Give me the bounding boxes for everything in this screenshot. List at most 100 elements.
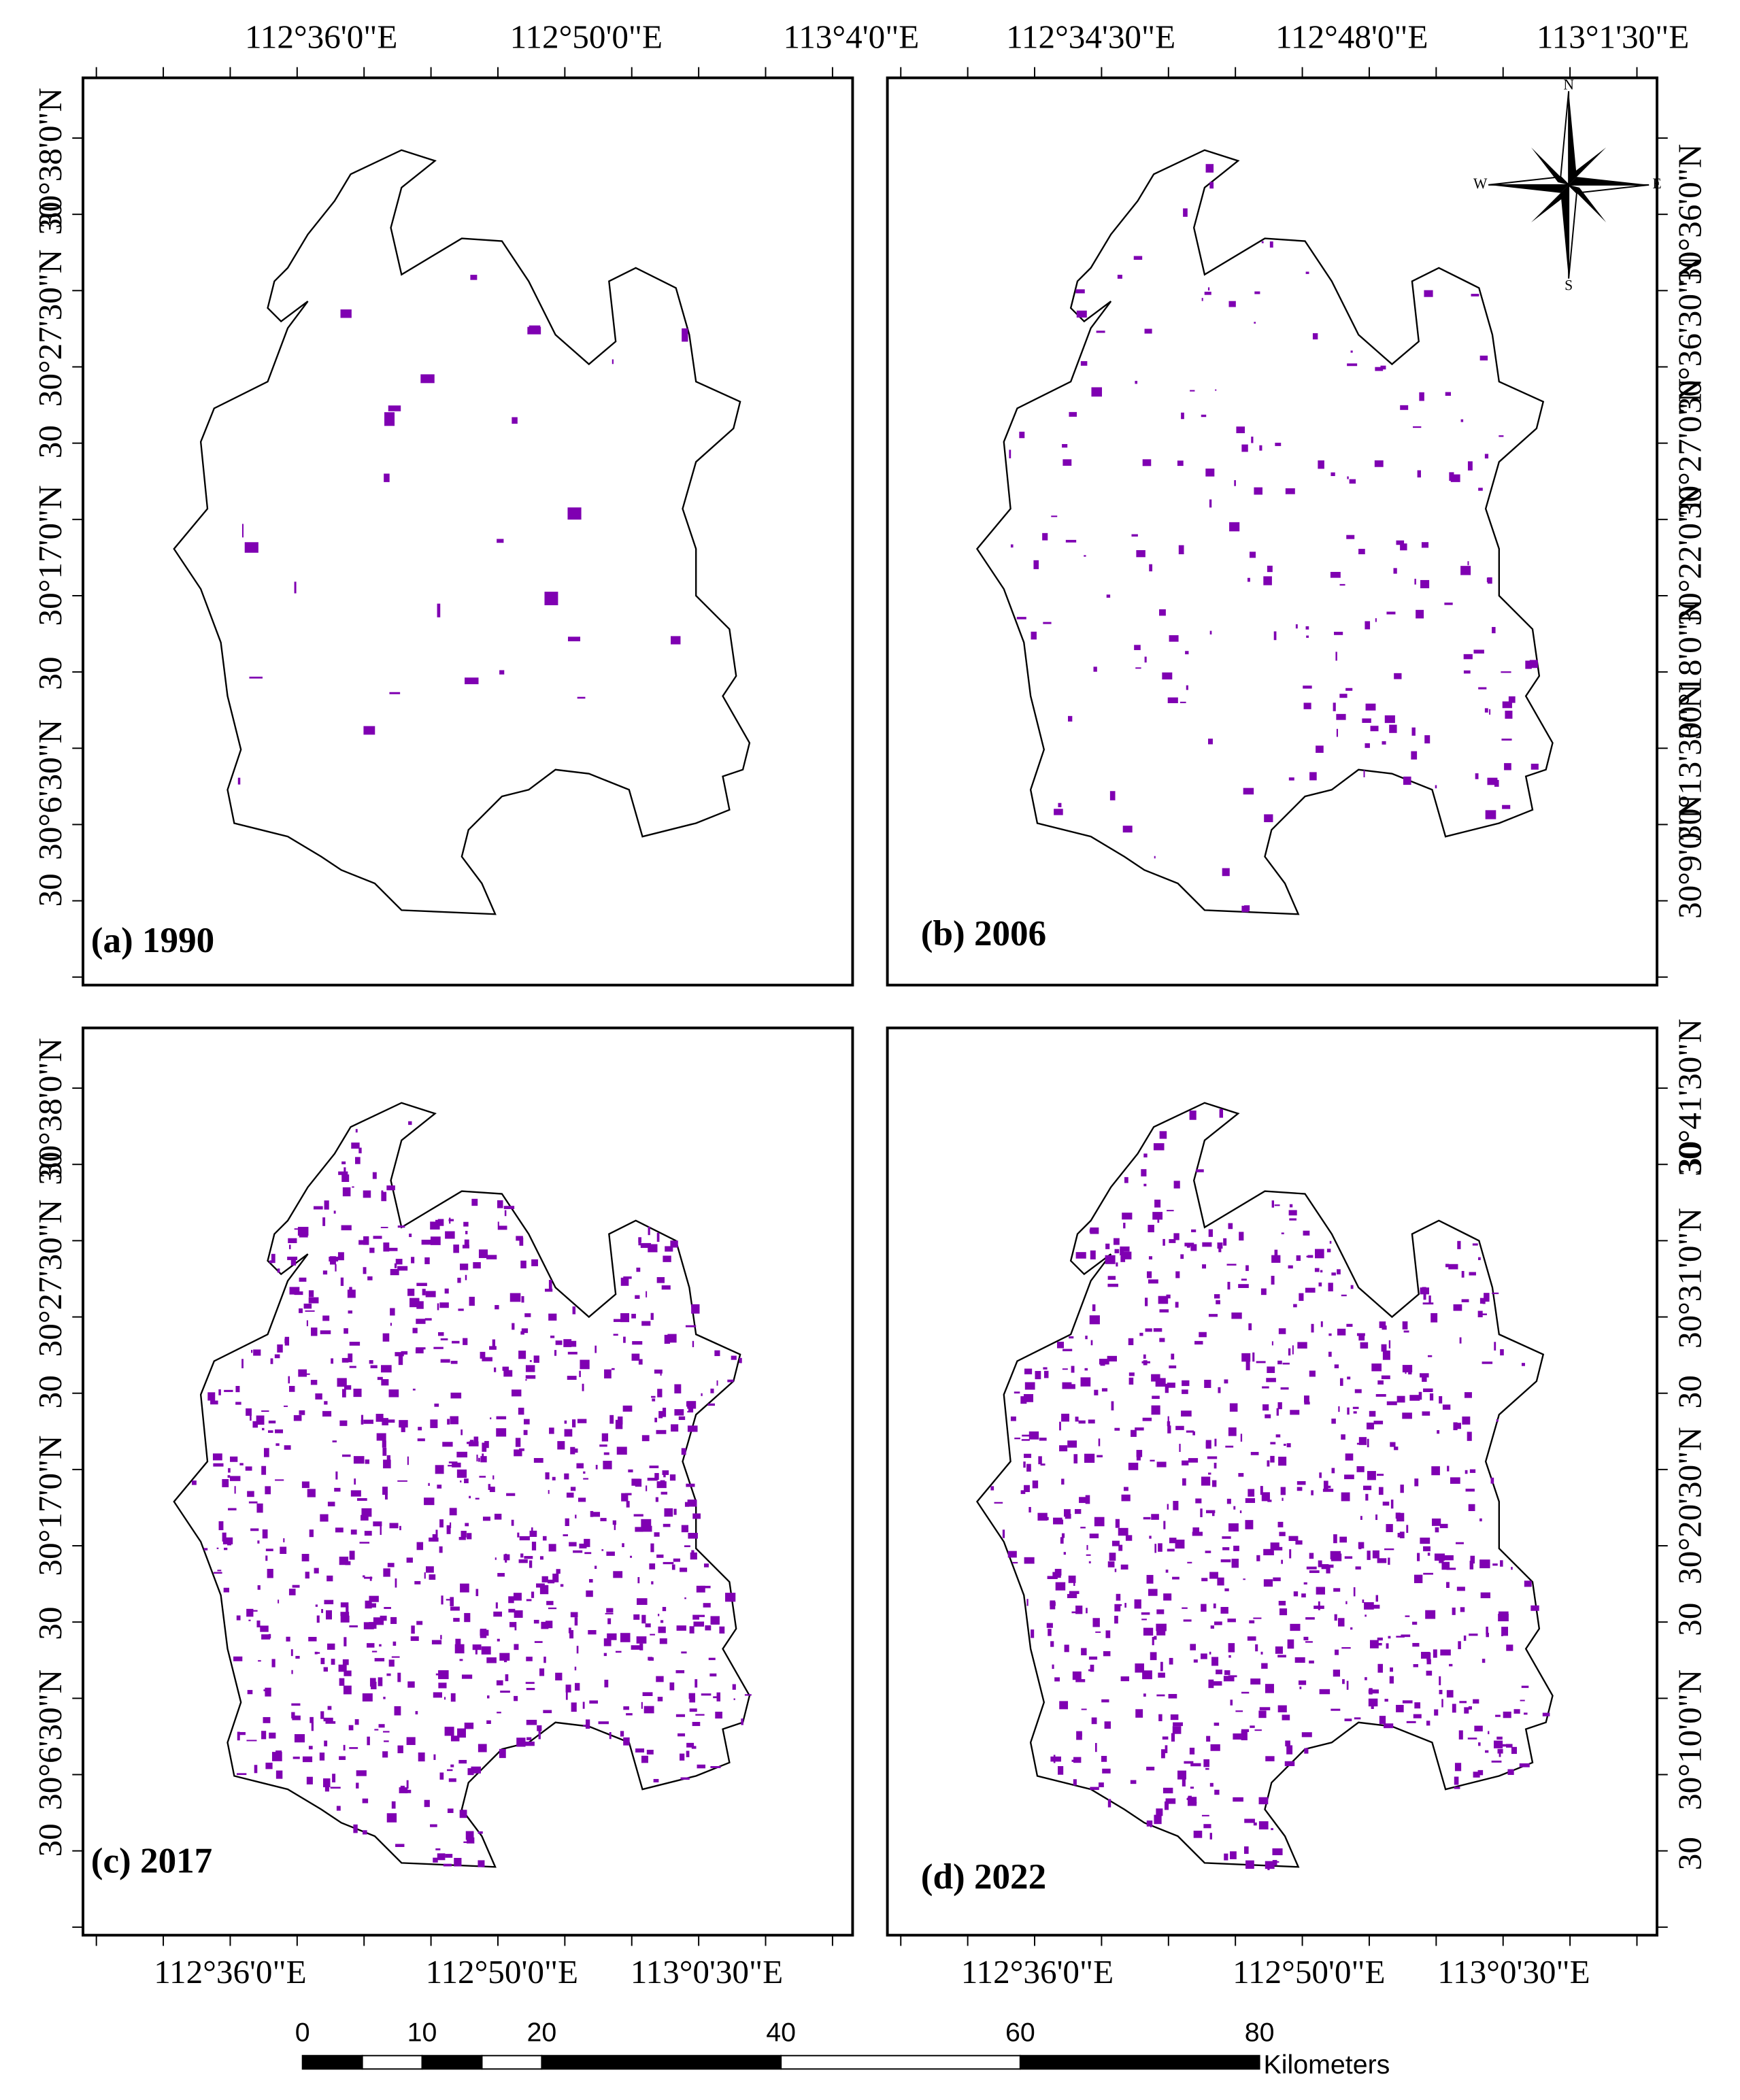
built-up-patch (1047, 1576, 1058, 1579)
built-up-patch (710, 1388, 714, 1393)
built-up-patch (1061, 1478, 1065, 1485)
built-up-patch (371, 1650, 378, 1653)
built-up-patch (1254, 487, 1262, 495)
built-up-patch (518, 1351, 526, 1359)
built-up-patch (494, 1513, 502, 1520)
built-up-patch (1381, 1344, 1387, 1352)
built-up-patch (248, 1619, 251, 1621)
built-up-patch (1420, 1373, 1429, 1378)
built-up-patch (1058, 1766, 1064, 1775)
built-up-patch (1277, 1521, 1284, 1527)
built-up-patch (1167, 1548, 1175, 1552)
built-up-patch (1120, 1564, 1128, 1570)
built-up-patch (526, 1719, 537, 1725)
built-up-patch (460, 1583, 469, 1593)
built-up-patch (469, 1296, 475, 1306)
built-up-patch (1010, 1416, 1016, 1421)
built-up-patch (284, 1445, 291, 1450)
built-up-patch (660, 1373, 662, 1376)
built-up-patch (1211, 1657, 1219, 1666)
built-up-patch (248, 1501, 258, 1504)
latitude-label: 30 (31, 1375, 69, 1408)
built-up-patch (325, 1721, 336, 1724)
built-up-patch (1370, 726, 1379, 732)
built-up-patch (1267, 1460, 1270, 1467)
latitude-label: 30 (31, 201, 69, 235)
built-up-patch (1228, 1643, 1235, 1653)
built-up-patch (648, 1226, 650, 1236)
built-up-patch (1446, 1568, 1456, 1570)
built-up-patch (1143, 1153, 1148, 1157)
built-up-patch (224, 1547, 228, 1551)
built-up-patch (692, 1722, 701, 1727)
built-up-patch (1118, 1527, 1128, 1536)
built-up-patch (291, 1670, 293, 1674)
built-up-patch (715, 1712, 722, 1719)
built-up-patch (1107, 1283, 1118, 1287)
built-up-patch (1059, 1445, 1068, 1452)
built-up-patch (210, 1400, 218, 1405)
built-up-patch (663, 1255, 671, 1262)
built-up-patch (1074, 1509, 1082, 1514)
built-up-patch (1228, 1223, 1233, 1230)
built-up-patch (520, 1260, 526, 1269)
built-up-patch (1235, 1710, 1243, 1712)
built-up-patch (1068, 1575, 1076, 1583)
built-up-patch (469, 1440, 474, 1442)
built-up-patch (475, 1497, 480, 1500)
built-up-patch (1158, 1295, 1169, 1304)
built-up-patch (1201, 414, 1207, 418)
built-up-patch (1084, 1453, 1095, 1463)
built-up-patch (294, 581, 297, 594)
built-up-patch (599, 1444, 607, 1447)
built-up-patch (1072, 1671, 1082, 1680)
built-up-patch (1492, 626, 1496, 634)
built-up-patch (1371, 1363, 1382, 1372)
built-up-patch (263, 1448, 269, 1457)
built-up-patch (480, 1629, 489, 1636)
built-up-patch (1400, 405, 1409, 410)
scale-label: 20 (527, 2018, 557, 2048)
built-up-patch (284, 1405, 288, 1407)
built-up-patch (1354, 1717, 1361, 1720)
built-up-patch (1201, 1814, 1209, 1816)
west-label: W (1473, 175, 1488, 192)
built-up-patch (1031, 631, 1037, 640)
scale-segment (361, 2054, 423, 2070)
latitude-label: 30°10'0"N (1671, 1670, 1708, 1810)
built-up-patch (324, 1784, 329, 1792)
built-up-patch (1413, 1714, 1422, 1718)
built-up-patch (467, 1533, 472, 1540)
built-up-patch (705, 1625, 712, 1631)
built-up-patch (499, 1225, 507, 1230)
built-up-patch (502, 1366, 509, 1371)
built-up-patch (388, 1389, 399, 1398)
built-up-patch (695, 1714, 705, 1716)
built-up-patch (616, 1446, 627, 1455)
built-up-patch (380, 1227, 388, 1229)
built-up-patch (620, 1313, 630, 1323)
north-arrow: N S E W (1473, 76, 1662, 293)
built-up-patch (1141, 1619, 1147, 1621)
built-up-patch (351, 1142, 360, 1149)
built-up-patch (1106, 594, 1111, 598)
built-up-patch (692, 1614, 699, 1620)
built-up-patch (1190, 1644, 1197, 1650)
built-up-patch (447, 1808, 454, 1813)
built-up-patch (1177, 1770, 1187, 1780)
built-up-patch (1394, 673, 1402, 679)
built-up-patch (1314, 1606, 1324, 1609)
built-up-patch (1090, 1250, 1096, 1259)
built-up-patch (1155, 1378, 1166, 1387)
built-up-patch (344, 1637, 347, 1646)
built-up-patch (1422, 1375, 1427, 1382)
built-up-patch (533, 1619, 539, 1624)
built-up-patch (684, 1545, 690, 1548)
built-up-patch (543, 1657, 546, 1663)
built-up-patch (1484, 708, 1488, 713)
latitude-label: 30 (1671, 1837, 1708, 1870)
built-up-patch (638, 1238, 641, 1246)
built-up-patch (1156, 1808, 1163, 1816)
arrow-point (1560, 184, 1569, 279)
built-up-patch (623, 1336, 626, 1343)
